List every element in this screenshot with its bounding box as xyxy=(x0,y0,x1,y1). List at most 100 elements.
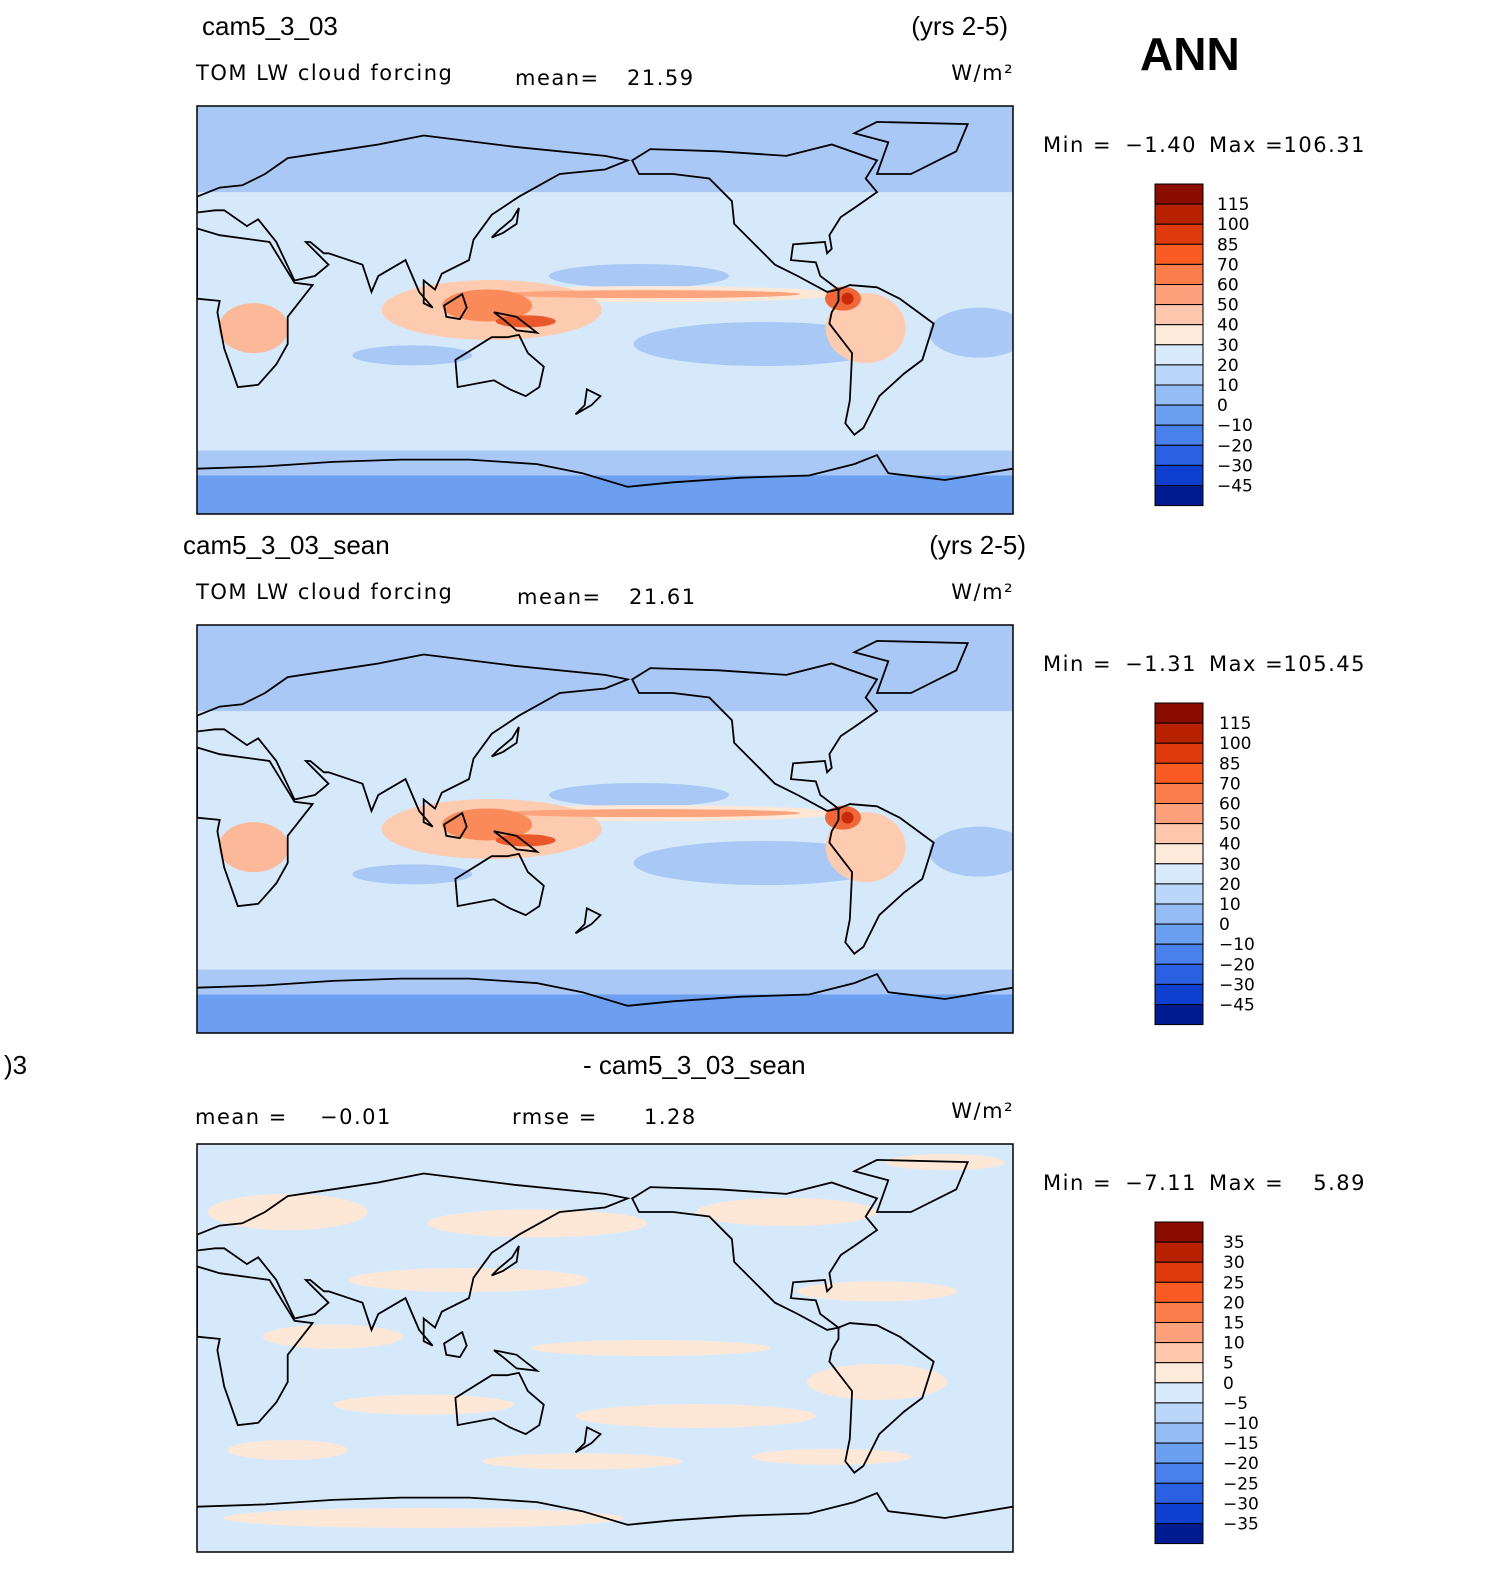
units: W/m² xyxy=(951,61,1014,85)
min-label: Min = xyxy=(1043,652,1112,676)
colorbar-box xyxy=(1154,263,1204,285)
coastline xyxy=(197,227,315,389)
coastline xyxy=(197,972,1013,1007)
colorbar-label: 60 xyxy=(1217,276,1239,296)
variable: TOM LW cloud forcing xyxy=(195,61,453,85)
coastline xyxy=(491,726,520,758)
years: (yrs 2-5) xyxy=(911,11,1008,41)
min-value: −1.31 xyxy=(1125,652,1197,676)
colorbar-label: 10 xyxy=(1219,895,1241,915)
colorbar-box xyxy=(1154,863,1204,885)
field-patch xyxy=(243,721,423,746)
colorbar-label: 30 xyxy=(1219,855,1241,875)
field-patch xyxy=(352,864,473,885)
colorbar-box xyxy=(1154,364,1204,386)
max-value: 105.45 xyxy=(1284,652,1366,676)
colorbar-label: 0 xyxy=(1219,915,1230,935)
min-label: Min = xyxy=(1043,133,1112,157)
coastline xyxy=(443,292,468,321)
coastline xyxy=(828,1322,935,1474)
colorbar-label: 40 xyxy=(1219,835,1241,855)
colorbar-box xyxy=(1154,722,1204,744)
field-patch xyxy=(696,1198,877,1226)
colorbar-box xyxy=(1154,742,1204,764)
field-patch xyxy=(929,826,1013,877)
map-frame xyxy=(196,624,1014,1034)
colorbar-label: −20 xyxy=(1217,436,1253,456)
mean-value: 21.61 xyxy=(629,585,697,609)
max-value: 106.31 xyxy=(1284,133,1366,157)
colorbar-box xyxy=(1154,883,1204,905)
rmse-value: 1.28 xyxy=(644,1105,697,1129)
colorbar-box xyxy=(1154,183,1204,205)
field-patch xyxy=(482,1453,683,1470)
colorbar-label: 20 xyxy=(1223,1293,1245,1313)
colorbar-box xyxy=(1154,384,1204,406)
colorbar-box xyxy=(1154,1281,1204,1303)
coastline xyxy=(491,207,520,239)
coastline xyxy=(851,120,970,175)
colorbar-label: −20 xyxy=(1219,955,1255,975)
min-value: −1.40 xyxy=(1125,133,1197,157)
colorbar-label: 20 xyxy=(1219,875,1241,895)
colorbar-box xyxy=(1154,843,1204,865)
colorbar-label: −30 xyxy=(1217,456,1253,476)
field-patch xyxy=(227,1440,348,1460)
colorbar-box xyxy=(1154,1402,1204,1424)
map xyxy=(197,106,1013,514)
field-patch xyxy=(751,1448,912,1465)
colorbar-label: 50 xyxy=(1217,296,1239,316)
field-band xyxy=(500,809,801,818)
field-south-deep xyxy=(197,475,1013,514)
coastline xyxy=(631,662,879,812)
colorbar-box xyxy=(1154,304,1204,326)
colorbar-box xyxy=(1154,823,1204,845)
field-patch xyxy=(797,1281,957,1302)
colorbar-label: 30 xyxy=(1217,336,1239,356)
case-title: cam5_3_03 xyxy=(202,11,338,41)
colorbar-box xyxy=(1154,1523,1204,1545)
coastline xyxy=(631,143,879,293)
colorbar-box xyxy=(1154,223,1204,245)
colorbar-label: −25 xyxy=(1223,1474,1259,1494)
colorbar-label: 85 xyxy=(1217,235,1239,255)
colorbar-box xyxy=(1154,203,1204,225)
map-frame xyxy=(196,105,1014,515)
coastline xyxy=(574,906,603,935)
colorbar-label: 15 xyxy=(1223,1314,1245,1334)
units: W/m² xyxy=(951,580,1014,604)
coastline xyxy=(493,311,541,334)
coastline xyxy=(851,1158,970,1213)
colorbar-label: 35 xyxy=(1223,1233,1245,1253)
colorbar-box xyxy=(1154,1502,1204,1525)
colorbar-box xyxy=(1154,803,1204,825)
colorbar-label: 85 xyxy=(1219,754,1241,774)
coastline xyxy=(851,639,970,694)
colorbar-box xyxy=(1154,1261,1204,1283)
field-band xyxy=(841,811,854,824)
field-north xyxy=(197,106,1013,193)
coastline xyxy=(574,387,603,416)
coastline xyxy=(631,1181,879,1331)
coastline xyxy=(491,1245,520,1277)
units: W/m² xyxy=(951,1099,1014,1123)
coastline xyxy=(574,1425,603,1454)
mean-label: mean= xyxy=(515,66,600,90)
coastline xyxy=(454,333,545,398)
colorbar-label: 30 xyxy=(1223,1253,1245,1273)
coastline xyxy=(443,811,468,840)
colorbar-box xyxy=(1154,983,1204,1006)
colorbar-box xyxy=(1154,943,1204,965)
colorbar-box xyxy=(1154,782,1204,805)
field-patch xyxy=(549,783,729,807)
colorbar-label: 70 xyxy=(1217,255,1239,275)
colorbar-label: 0 xyxy=(1217,396,1228,416)
max-label: Max = xyxy=(1209,1171,1284,1195)
colorbar-box xyxy=(1154,464,1204,486)
colorbar-label: −30 xyxy=(1219,975,1255,995)
coastline xyxy=(197,746,315,908)
coastline xyxy=(197,1265,315,1427)
colorbar-box xyxy=(1154,344,1204,366)
rmse-label: rmse = xyxy=(512,1105,598,1129)
